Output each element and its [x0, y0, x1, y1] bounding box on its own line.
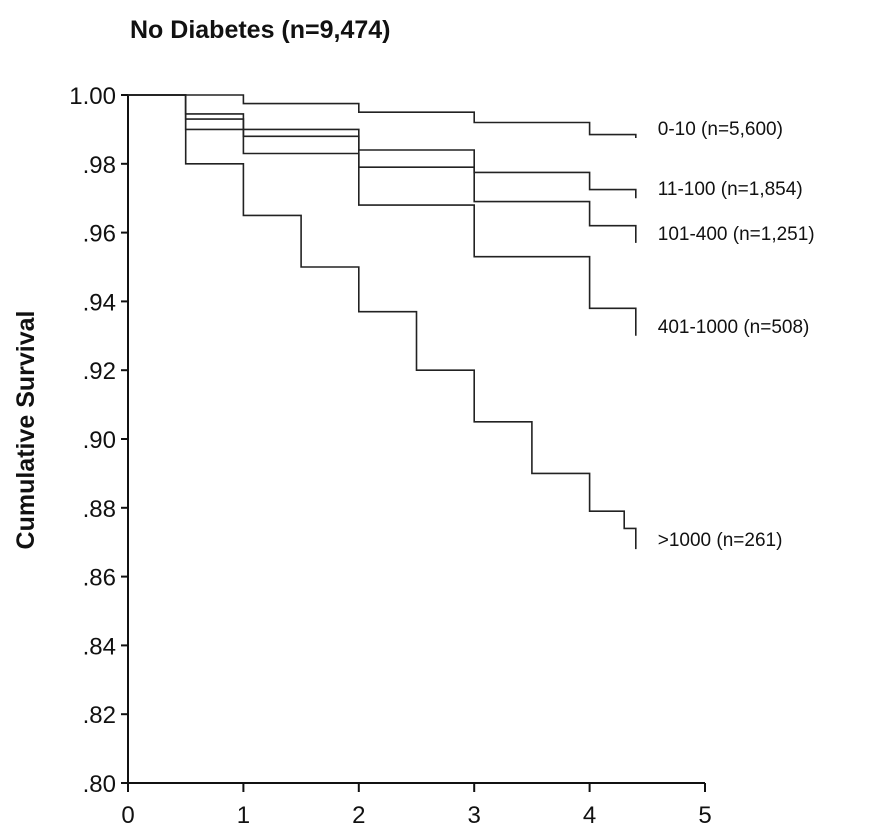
x-tick-label: 1 — [237, 802, 250, 829]
series-label: >1000 (n=261) — [658, 530, 783, 551]
series-label: 0-10 (n=5,600) — [658, 119, 783, 140]
y-tick-label: .98 — [83, 152, 116, 179]
y-tick-label: .80 — [83, 771, 116, 798]
y-tick-label: .88 — [83, 496, 116, 523]
series-line — [128, 94, 637, 336]
x-tick-label: 3 — [468, 802, 481, 829]
series-line — [128, 94, 637, 138]
y-tick-label: .92 — [83, 358, 116, 385]
y-tick-label: 1.00 — [69, 83, 116, 110]
series-line — [128, 94, 637, 550]
x-tick-label: 4 — [583, 802, 596, 829]
y-axis-label: Cumulative Survival — [12, 311, 40, 550]
y-tick-label: .86 — [83, 565, 116, 592]
x-tick-label: 5 — [698, 802, 711, 829]
y-tick-label: .82 — [83, 702, 116, 729]
series-group: 0-10 (n=5,600) 11-100 (n=1,854) 101-400 (n… — [128, 94, 815, 551]
series-label: 11-100 (n=1,854) — [658, 179, 803, 200]
y-tick-label: .96 — [83, 221, 116, 248]
series-label: 101-400 (n=1,251) — [658, 224, 815, 245]
x-tick-label: 2 — [352, 802, 365, 829]
series-label: 401-1000 (n=508) — [658, 317, 810, 338]
y-tick-label: .90 — [83, 427, 116, 454]
y-tick-label: .94 — [83, 289, 116, 316]
y-tick-label: .84 — [83, 633, 116, 660]
axes: 1.00 .98 .96 .94 .92 .90 .88 .86 .84 .82 .800 1 2 3 4 5 — [69, 83, 711, 829]
chart-title: No Diabetes (n=9,474) — [130, 16, 391, 44]
series-line — [128, 94, 637, 199]
x-tick-label: 0 — [121, 802, 134, 829]
series-line — [128, 94, 637, 243]
